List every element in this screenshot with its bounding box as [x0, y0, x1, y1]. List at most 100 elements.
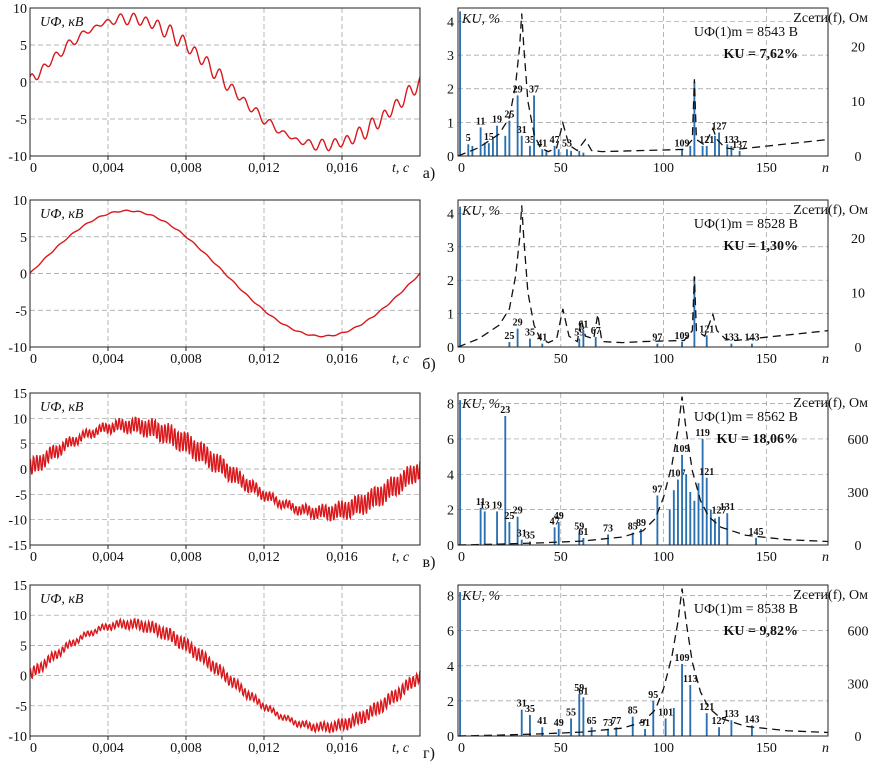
x-tick-label: 0,008: [170, 741, 202, 756]
y2-tick-label: 0: [855, 150, 862, 165]
harmonic-bar: [640, 529, 642, 545]
y-tick-label: -5: [15, 488, 27, 503]
harmonic-bar: [582, 537, 585, 545]
harmonic-label: 23: [500, 405, 510, 416]
harmonic-label: 109: [675, 331, 690, 342]
x-tick-label: 0,016: [326, 352, 358, 367]
harmonic-label: 59: [574, 522, 584, 533]
harmonic-bar: [730, 343, 733, 347]
harmonic-bar: [718, 132, 720, 156]
harmonic-bar: [689, 145, 692, 156]
harmonic-bar: [582, 152, 585, 156]
harmonic-bar: [689, 491, 692, 545]
plot-frame: [29, 7, 421, 157]
harmonic-bar: [705, 145, 708, 156]
y-tick-label: 8: [447, 398, 454, 413]
harmonic-label: 95: [648, 690, 658, 701]
x-axis-label: t, с: [392, 161, 410, 176]
harmonic-label: 25: [504, 511, 514, 522]
harmonic-label: 31: [517, 529, 527, 540]
harmonic-bar: [582, 697, 585, 736]
y-tick-label: 6: [447, 433, 454, 448]
x-tick-label: 0,016: [326, 550, 358, 565]
harmonic-label: 65: [587, 716, 597, 727]
harmonic-label: 35: [525, 704, 535, 715]
waveform-line: [29, 416, 421, 522]
harmonic-label: 59: [574, 683, 584, 694]
harmonic-label: 47: [550, 516, 560, 527]
harmonic-bar: [471, 145, 474, 156]
harmonic-label: 37: [529, 84, 539, 95]
harmonic-label: 137: [732, 140, 747, 151]
x-tick-label: 0,004: [92, 741, 124, 756]
harmonic-bar: [541, 727, 544, 736]
harmonic-bar: [483, 142, 486, 156]
harmonic-bar: [553, 527, 556, 545]
harmonic-label: 143: [744, 714, 759, 725]
harmonic-bar: [483, 511, 486, 545]
y-tick-label: 1: [447, 308, 454, 323]
harmonic-bar: [557, 149, 560, 156]
y-tick-label: 4: [447, 207, 454, 222]
harmonic-bar: [520, 709, 523, 736]
plot-frame: [457, 7, 829, 157]
harmonic-label: 109: [675, 653, 690, 664]
harmonic-label: 73: [603, 523, 613, 534]
y-tick-label: 2: [447, 274, 454, 289]
y-tick-label: -10: [8, 514, 27, 529]
plot-frame: [29, 199, 421, 348]
x-tick-label: 0: [458, 741, 465, 756]
y-tick-label: 4: [447, 15, 454, 30]
harmonic-label: 131: [720, 502, 735, 513]
x-tick-label: 0,008: [170, 352, 202, 367]
y-tick-label: 3: [447, 49, 454, 64]
summary-voltage: UФ(1)m = 8528 В: [694, 217, 798, 232]
y2-axis-label: Zсети(f), Ом: [793, 396, 868, 411]
y-tick-label: 0: [447, 150, 454, 165]
harmonic-bar: [730, 720, 733, 736]
y-tick-label: 0: [447, 730, 454, 745]
harmonic-bar: [492, 139, 494, 156]
harmonic-bar: [701, 438, 704, 545]
x-tick-label: 150: [756, 352, 777, 367]
impedance-curve: [457, 588, 829, 737]
harmonic-label: 67: [591, 326, 601, 337]
summary-thd: KU = 1,30%: [724, 239, 798, 254]
x-tick-label: 100: [653, 550, 674, 565]
harmonic-bar: [516, 95, 519, 156]
x-tick-label: 0: [30, 161, 37, 176]
harmonic-bar: [508, 341, 511, 347]
harmonic-bar: [681, 664, 683, 736]
harmonic-bar: [656, 495, 659, 545]
waveform-panel-1: 0 0,004 0,008 0,012 0,016 10 5 0 -5 -10 UФ, кВ t, с: [8, 2, 421, 176]
harmonic-bar: [644, 728, 646, 736]
y-axis-label: KU, %: [461, 12, 500, 27]
harmonic-bar: [668, 509, 671, 545]
harmonic-bar: [533, 95, 535, 156]
harmonic-label: 31: [517, 125, 527, 136]
y-tick-label: -10: [8, 341, 27, 356]
impedance-curve: [457, 13, 829, 157]
harmonic-bar: [718, 516, 720, 545]
panel-label: в): [423, 554, 436, 571]
harmonic-bar: [459, 206, 461, 347]
harmonic-bar: [520, 539, 523, 545]
plot-frame: [457, 199, 829, 348]
x-tick-label: 0,008: [170, 550, 202, 565]
y-tick-label: 8: [447, 590, 454, 605]
harmonic-label: 85: [628, 706, 638, 717]
x-axis-label: n: [822, 161, 829, 176]
y-axis-label: UФ, кВ: [40, 400, 84, 415]
harmonic-bar: [594, 336, 597, 347]
y-tick-label: 1: [447, 116, 454, 131]
harmonic-bar: [672, 490, 675, 545]
harmonic-label: 109: [675, 138, 690, 149]
harmonic-label: 35: [525, 135, 535, 146]
waveform-panel-4: 0 0,004 0,008 0,012 0,016 15 10 5 0 -5 -10 UФ, кВ t,…: [8, 579, 421, 756]
y-tick-label: -10: [8, 730, 27, 745]
harmonic-label: 121: [699, 324, 714, 335]
harmonic-label: 25: [504, 331, 514, 342]
